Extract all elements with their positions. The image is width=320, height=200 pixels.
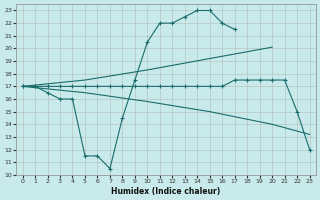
X-axis label: Humidex (Indice chaleur): Humidex (Indice chaleur)	[111, 187, 221, 196]
